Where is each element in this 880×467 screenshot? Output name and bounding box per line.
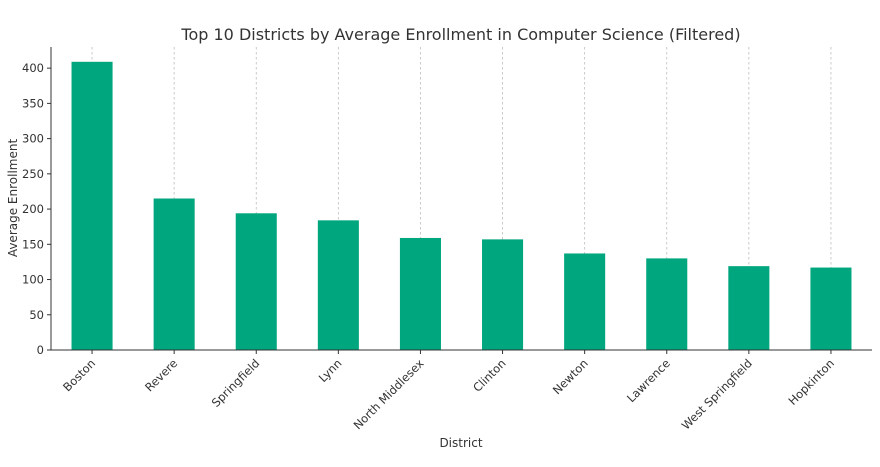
bar-clinton [482,239,524,350]
y-tick-label: 50 [29,308,44,322]
bar-north-middlesex [399,237,441,350]
x-tick-label: Lawrence [624,356,673,405]
bar-revere [153,198,195,350]
x-tick-label: North Middlesex [351,356,427,432]
y-tick-label: 250 [22,167,44,181]
x-tick-label: Clinton [470,356,509,395]
x-tick-label: Newton [550,356,591,397]
gridlines [91,47,832,350]
x-axis-label: District [439,436,482,450]
bar-boston [71,61,113,351]
y-tick-label: 0 [37,343,44,357]
bar-lynn [317,220,359,350]
x-tick-label: Revere [142,356,180,394]
y-tick-label: 300 [22,132,44,146]
y-tick-label: 150 [22,237,44,251]
x-tick-label: Springfield [209,356,263,410]
bar-west-springfield [728,266,770,350]
chart-title: Top 10 Districts by Average Enrollment i… [180,25,740,44]
x-tick-label: Hopkinton [785,356,837,408]
axes [47,47,872,354]
y-tick-label: 350 [22,96,44,110]
x-tick-label: Lynn [316,356,345,385]
y-tick-label: 100 [22,273,44,287]
y-tick-label: 400 [22,61,44,75]
bar-hopkinton [810,267,852,350]
x-tick-label: Boston [60,356,98,394]
bar-springfield [235,213,277,350]
x-tick-label: West Springfield [679,356,755,432]
bar-newton [564,253,606,350]
bars [71,61,852,351]
y-axis-label: Average Enrollment [6,139,20,258]
bar-lawrence [646,258,688,350]
y-tick-label: 200 [22,202,44,216]
